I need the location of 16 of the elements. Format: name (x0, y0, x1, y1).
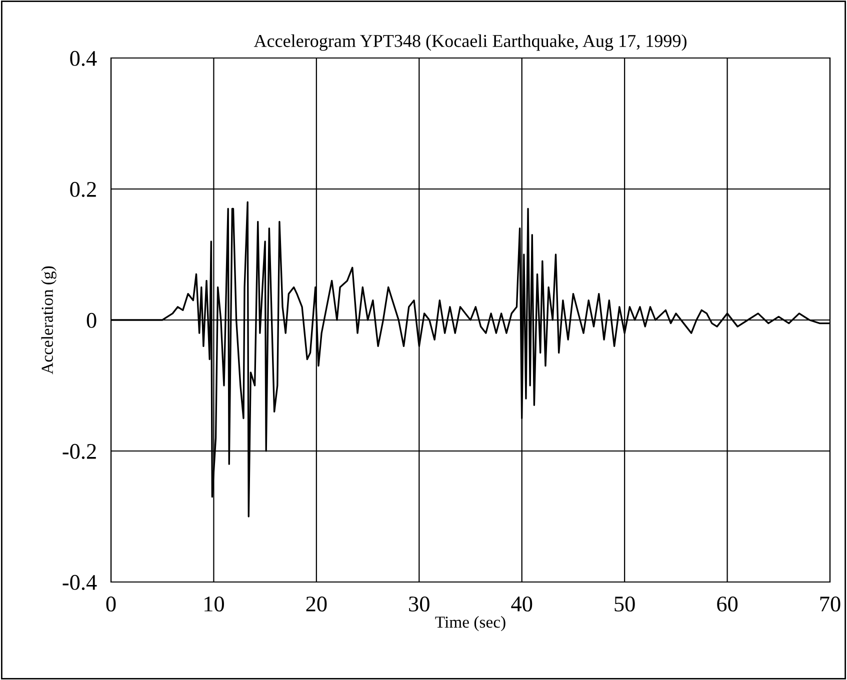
y-axis-title: Acceleration (g) (41, 266, 56, 374)
y-tick-label: -0.2 (62, 444, 96, 460)
y-tick-label: -0.4 (62, 574, 97, 590)
x-tick-label: 70 (820, 596, 840, 612)
chart-title: Accelerogram YPT348 (Kocaeli Earthquake, Aug 17, 1999) (254, 34, 686, 51)
y-tick-label: 0.2 (70, 182, 96, 198)
x-tick-label: 30 (409, 596, 430, 612)
y-tick-label: 0 (86, 312, 96, 328)
x-tick-label: 40 (511, 596, 532, 612)
x-tick-label: 60 (717, 596, 738, 612)
x-tick-label: 10 (204, 596, 224, 612)
y-tick-label: 0.4 (70, 50, 97, 66)
x-tick-label: 20 (306, 596, 327, 612)
x-axis-title: Time (sec) (435, 616, 506, 632)
x-tick-label: 0 (106, 596, 116, 612)
x-tick-label: 50 (614, 596, 635, 612)
